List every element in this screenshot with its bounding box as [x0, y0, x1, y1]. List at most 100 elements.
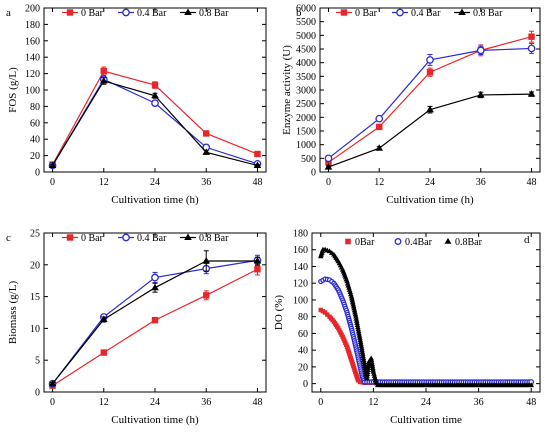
y-tick-label: 60: [30, 118, 40, 129]
data-point: [370, 367, 376, 372]
data-point: [356, 330, 362, 336]
panel-b: 0 12 24 36 48 0 500 1000 1500 2000 2500 3000 3500 400…: [281, 4, 541, 206]
x-tick-label: 48: [252, 177, 262, 188]
y-tick-label: 1500: [296, 127, 316, 138]
legend-label: 0.4 Bar: [411, 8, 441, 19]
data-point: [357, 339, 364, 344]
legend-entry: 0.8Bar: [444, 237, 483, 248]
x-tick-label: 36: [476, 177, 486, 188]
y-tick-label: 4500: [296, 45, 316, 56]
data-point: [359, 347, 365, 352]
legend-entry: 0.8 Bar: [454, 8, 503, 19]
y-tick-label: 160: [25, 36, 40, 47]
legend-marker: [396, 8, 404, 17]
x-tick-label: 48: [527, 177, 537, 188]
legend-entry: 0.4 Bar: [118, 233, 167, 244]
y-tick-label: 1000: [296, 140, 316, 151]
data-point: [527, 90, 536, 97]
plot-frame: [319, 7, 541, 173]
legend-entry: 0.8 Bar: [180, 8, 229, 19]
data-point: [375, 114, 384, 123]
data-point: [48, 379, 57, 387]
y-axis-label: Enzyme activity (U): [281, 45, 293, 135]
data-point: [203, 292, 210, 299]
data-point: [426, 105, 434, 113]
data-point: [151, 283, 159, 291]
data-point: [353, 313, 359, 319]
y-tick-label: 6000: [296, 4, 316, 15]
x-tick-label: 24: [150, 397, 160, 408]
data-point: [349, 297, 356, 303]
data-point: [100, 67, 107, 75]
y-tick-label: 0: [35, 388, 40, 399]
data-point: [361, 363, 368, 369]
data-point: [348, 293, 355, 299]
data-point: [324, 154, 333, 163]
x-tick-label: 24: [421, 397, 431, 408]
x-tick-label: 12: [99, 397, 109, 408]
y-axis-label: DO (%): [273, 295, 285, 330]
x-tick-label: 36: [201, 177, 211, 188]
y-tick-label: 3000: [296, 86, 316, 97]
data-point: [359, 349, 366, 354]
data-point: [203, 130, 210, 137]
data-point: [360, 355, 367, 360]
x-tick-label: 24: [150, 177, 160, 188]
data-point: [151, 273, 159, 282]
legend-entry: 0.4 Bar: [118, 8, 167, 19]
data-point: [358, 341, 364, 346]
data-point: [324, 163, 333, 170]
x-tick-label: 24: [425, 177, 435, 188]
data-point: [355, 324, 361, 330]
series-0-8-Bar: [48, 76, 262, 168]
data-point: [325, 159, 332, 166]
x-tick-label: 36: [201, 397, 211, 408]
y-tick-label: 80: [30, 102, 40, 113]
series-0-4-Bar: [324, 43, 536, 163]
data-point: [202, 256, 211, 264]
series-0-Bar: [49, 66, 261, 168]
y-tick-label: 2000: [296, 113, 316, 124]
y-tick-label: 160: [293, 245, 308, 256]
data-point: [476, 46, 485, 55]
y-tick-label: 0: [303, 379, 308, 390]
data-point: [350, 301, 357, 307]
data-point: [151, 81, 159, 89]
y-tick-label: 10: [30, 324, 40, 335]
legend-label: 0.8 Bar: [473, 8, 503, 19]
data-point: [375, 144, 384, 151]
legend-marker: [345, 238, 351, 245]
legend-entry: 0.4Bar: [394, 237, 433, 248]
legend-entry: 0 Bar: [62, 8, 104, 19]
data-point: [99, 315, 108, 323]
data-point: [353, 317, 360, 323]
y-tick-label: 0: [311, 168, 316, 179]
data-point: [369, 361, 375, 367]
data-point: [352, 311, 359, 317]
x-axis-label: Cultivation time (h): [386, 194, 474, 206]
series-0-4-Bar: [48, 75, 262, 170]
plot-frame: [43, 7, 267, 173]
y-tick-label: 200: [25, 4, 40, 15]
legend-marker: [184, 233, 192, 241]
legend-entry: 0 Bar: [336, 8, 378, 19]
series-0-8-Bar: [324, 90, 536, 170]
series-0-Bar: [325, 30, 535, 166]
data-point: [476, 90, 485, 98]
data-point: [360, 357, 367, 362]
y-axis-label: FOS (g/L): [7, 67, 19, 113]
legend-entry: 0 Bar: [62, 233, 104, 244]
data-point: [426, 56, 434, 64]
y-tick-label: 140: [293, 262, 308, 273]
y-tick-label: 100: [25, 86, 40, 97]
data-point: [358, 343, 365, 348]
data-point: [151, 316, 159, 324]
data-point: [360, 353, 366, 358]
x-tick-label: 0: [326, 177, 331, 188]
data-point: [349, 299, 356, 305]
data-point: [48, 161, 57, 168]
data-point: [368, 355, 374, 361]
legend-label: 0 Bar: [81, 8, 104, 19]
data-point: [528, 33, 535, 40]
panel-label: a: [6, 7, 11, 19]
